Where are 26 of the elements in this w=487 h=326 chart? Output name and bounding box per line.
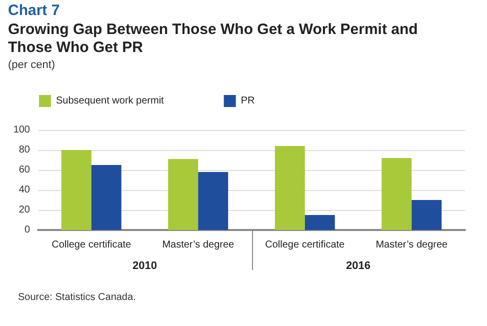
x-tick-label: Master’s degree — [162, 240, 235, 250]
y-tick-label: 0 — [24, 224, 30, 236]
bar — [304, 215, 335, 230]
chart-title: Growing Gap Between Those Who Get a Work Permit and Those Who Get PR — [8, 21, 419, 57]
bar — [61, 150, 92, 230]
bar — [198, 172, 228, 230]
chart-subtitle: (per cent) — [8, 59, 56, 71]
y-tick-label: 40 — [18, 184, 30, 196]
bar — [382, 158, 412, 230]
y-tick-label: 20 — [18, 204, 30, 216]
y-tick-label: 80 — [18, 144, 30, 156]
text: 2010 — [132, 260, 157, 272]
y-tick-label: 100 — [13, 124, 30, 136]
bar — [168, 159, 198, 230]
y-tick-label: 60 — [18, 164, 30, 176]
legend-label: Subsequent work permit — [56, 96, 164, 106]
caption: Chart 7 — [8, 2, 60, 19]
source-note: Source: Statistics Canada. — [18, 292, 136, 303]
bar — [91, 165, 122, 230]
x-tick-label: College certificate — [265, 240, 346, 250]
x-tick-label: College certificate — [52, 240, 132, 250]
bar — [274, 146, 305, 230]
bar — [412, 200, 442, 230]
x-tick-label: Master’s degree — [376, 240, 448, 250]
text: 2016 — [346, 260, 370, 272]
legend-label: PR — [240, 96, 255, 106]
